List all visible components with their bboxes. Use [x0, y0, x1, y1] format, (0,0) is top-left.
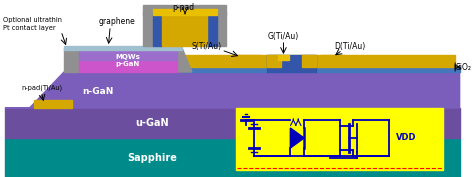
Text: n-GaN: n-GaN	[83, 87, 114, 96]
Bar	[302, 55, 316, 67]
Text: D(Ti/Au): D(Ti/Au)	[334, 41, 365, 50]
Bar	[143, 5, 227, 15]
Bar	[64, 46, 182, 50]
Bar	[79, 50, 177, 60]
Text: G(Ti/Au): G(Ti/Au)	[268, 32, 299, 41]
Bar	[163, 12, 207, 46]
Text: Sapphire: Sapphire	[128, 153, 177, 163]
Polygon shape	[167, 48, 192, 72]
Bar	[217, 12, 227, 46]
Text: u-GaN: u-GaN	[136, 118, 169, 128]
Bar	[153, 9, 217, 15]
Bar	[267, 55, 316, 72]
Bar	[79, 60, 177, 72]
Text: p-pad: p-pad	[172, 4, 194, 13]
Bar	[321, 55, 346, 60]
Bar	[236, 55, 261, 60]
Text: p-GaN: p-GaN	[116, 61, 140, 67]
Polygon shape	[64, 48, 79, 72]
Text: Optional ultrathin: Optional ultrathin	[3, 17, 62, 23]
Polygon shape	[5, 72, 460, 108]
Bar	[236, 108, 443, 170]
Bar	[143, 12, 153, 46]
Text: VDD: VDD	[396, 133, 416, 142]
Text: S(Ti/Au): S(Ti/Au)	[191, 41, 222, 50]
Bar	[182, 67, 460, 72]
Bar	[153, 12, 163, 46]
Text: Pt contact layer: Pt contact layer	[3, 25, 55, 31]
Text: n-pad(Ti/Au): n-pad(Ti/Au)	[22, 85, 63, 91]
Polygon shape	[291, 128, 304, 148]
Bar	[182, 55, 455, 67]
Bar	[207, 12, 217, 46]
Bar	[35, 100, 72, 108]
Text: MQWs: MQWs	[116, 54, 140, 60]
Text: graphene: graphene	[99, 18, 135, 27]
Bar	[5, 108, 460, 138]
Bar	[278, 55, 289, 60]
Bar	[5, 138, 460, 177]
Text: SiO₂: SiO₂	[456, 62, 472, 72]
Bar	[267, 55, 281, 67]
